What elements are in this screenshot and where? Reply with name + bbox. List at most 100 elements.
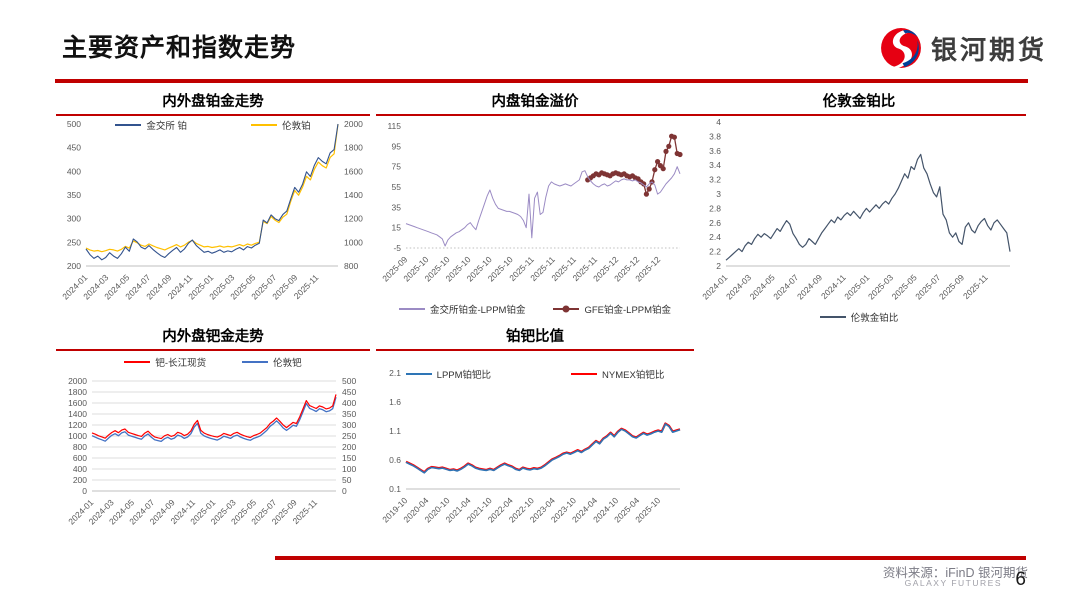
legend-line-swatch: [242, 360, 269, 364]
svg-text:2.6: 2.6: [709, 217, 721, 227]
page-number: 6: [1015, 569, 1026, 590]
svg-text:2025-07: 2025-07: [913, 272, 942, 301]
svg-text:400: 400: [67, 166, 81, 176]
svg-text:250: 250: [67, 237, 81, 247]
svg-text:450: 450: [342, 387, 356, 397]
svg-text:1600: 1600: [68, 398, 87, 408]
chart-card-gold-platinum-ratio: 伦敦金铂比 4 3.8 3.6 3.4 3.2 3 2.8 2.6 2.4 2.2 2 2024-01…: [692, 88, 1026, 330]
svg-text:250: 250: [342, 431, 356, 441]
svg-text:0: 0: [342, 486, 347, 496]
svg-text:600: 600: [73, 453, 87, 463]
svg-text:0.6: 0.6: [389, 455, 401, 465]
svg-text:2025-11: 2025-11: [961, 272, 990, 301]
svg-text:2024-07: 2024-07: [771, 272, 800, 301]
svg-text:1.1: 1.1: [389, 426, 401, 436]
chart-card-palladium-trend: 内外盘钯金走势 2000 1800 1600 1400 1200 1000 800 600 40…: [56, 323, 370, 541]
svg-text:35: 35: [392, 202, 402, 212]
legend-entry: 金交所铂金-LPPM铂金: [398, 302, 526, 316]
svg-text:800: 800: [73, 442, 87, 452]
svg-text:800: 800: [344, 261, 358, 271]
svg-text:2000: 2000: [68, 376, 87, 386]
svg-text:400: 400: [73, 464, 87, 474]
legend-label: NYMEX铂钯比: [602, 370, 665, 381]
chart-title-rule: [692, 114, 1026, 116]
chart-title-gold-platinum-ratio: 伦敦金铂比: [822, 94, 896, 110]
svg-text:3.6: 3.6: [709, 145, 721, 155]
legend-line-swatch: [405, 372, 432, 376]
footer-source-en: GALAXY FUTURES: [904, 578, 1002, 588]
svg-text:1800: 1800: [68, 387, 87, 397]
chart-legend: 钯-长江现货 伦敦钯: [56, 355, 370, 369]
svg-text:450: 450: [67, 142, 81, 152]
svg-text:350: 350: [342, 409, 356, 419]
palladium-trend-plot: 2000180016001400120010008006004002000500…: [66, 376, 356, 526]
svg-text:3.4: 3.4: [709, 160, 721, 170]
legend-label: 伦敦金铂比: [850, 313, 899, 324]
chart-card-platinum-premium: 内盘铂金溢价 115 95 75 55 35 15 -5 2025-09 2025-10 2025…: [376, 88, 694, 320]
svg-text:2.2: 2.2: [709, 246, 721, 256]
header-divider: [55, 79, 1028, 83]
chart-card-pt-pd-ratio: 铂钯比值 2.1 1.6 1.1 0.6 0.1 2019-10 2020-04 2020-1…: [376, 323, 694, 541]
chart-legend: 伦敦金铂比: [692, 310, 1026, 324]
legend-entry: GFE铂金-LPPM铂金: [553, 302, 671, 316]
svg-text:2.4: 2.4: [709, 232, 721, 242]
svg-text:500: 500: [342, 376, 356, 386]
svg-text:100: 100: [342, 464, 356, 474]
svg-text:15: 15: [392, 222, 402, 232]
footer-divider: [275, 556, 1026, 560]
legend-label: 伦敦铂: [282, 121, 311, 132]
svg-text:0.1: 0.1: [389, 484, 401, 494]
svg-text:1.6: 1.6: [389, 397, 401, 407]
svg-text:2: 2: [716, 261, 721, 271]
legend-line-swatch: [819, 315, 846, 319]
logo-text: 银河期货: [931, 34, 1048, 65]
legend-label: LPPM铂钯比: [436, 370, 492, 381]
svg-text:2.1: 2.1: [389, 368, 401, 378]
legend-entry: 伦敦钯: [242, 355, 302, 369]
svg-text:55: 55: [392, 182, 402, 192]
svg-text:1600: 1600: [344, 166, 363, 176]
svg-text:300: 300: [342, 420, 356, 430]
svg-text:350: 350: [67, 190, 81, 200]
chart-title-rule: [376, 349, 694, 351]
legend-line-swatch: [553, 305, 580, 313]
pt-pd-ratio-plot: 2.11.61.10.60.12019-102020-042020-102021…: [380, 368, 681, 524]
legend-label: 伦敦钯: [273, 358, 302, 369]
svg-text:2024-09: 2024-09: [795, 272, 824, 301]
legend-entry: 伦敦金铂比: [819, 310, 899, 324]
footer-source: 资料来源：iFinD 银河期货: [882, 566, 1028, 580]
svg-text:1400: 1400: [344, 190, 363, 200]
legend-entry: NYMEX铂钯比: [571, 367, 664, 381]
galaxy-futures-logo: 银河期货: [880, 27, 1047, 69]
svg-text:3.8: 3.8: [709, 131, 721, 141]
svg-text:75: 75: [392, 161, 402, 171]
svg-text:2025-05: 2025-05: [890, 272, 919, 301]
legend-line-swatch: [124, 360, 151, 364]
svg-text:4: 4: [716, 117, 721, 127]
svg-text:200: 200: [342, 442, 356, 452]
svg-text:50: 50: [342, 475, 352, 485]
chart-title-platinum-premium: 内盘铂金溢价: [491, 94, 579, 110]
chart-title-rule: [56, 349, 370, 351]
svg-text:2025-09: 2025-09: [937, 272, 966, 301]
legend-entry: 伦敦铂: [251, 118, 311, 132]
legend-line-swatch: [251, 123, 278, 127]
chart-title-pt-pd-ratio: 铂钯比值: [506, 329, 564, 345]
legend-line-swatch: [115, 123, 142, 127]
svg-text:1200: 1200: [68, 420, 87, 430]
legend-label: 金交所铂金-LPPM铂金: [429, 305, 526, 316]
legend-label: GFE铂金-LPPM铂金: [584, 305, 672, 316]
chart-card-platinum-trend: 内外盘铂金走势 500 450 400 350 300 250 200 2000 1800 160…: [56, 88, 370, 320]
page-title: 主要资产和指数走势: [62, 34, 297, 62]
svg-text:1800: 1800: [344, 142, 363, 152]
legend-label: 金交所 铂: [146, 121, 188, 132]
svg-text:2024-05: 2024-05: [748, 272, 777, 301]
svg-text:400: 400: [342, 398, 356, 408]
chart-legend: 金交所铂金-LPPM铂金 GFE铂金-LPPM铂金: [376, 302, 694, 316]
svg-text:1400: 1400: [68, 409, 87, 419]
svg-text:0: 0: [82, 486, 87, 496]
svg-text:300: 300: [67, 213, 81, 223]
svg-text:1200: 1200: [344, 213, 363, 223]
galaxy-logo-icon: [880, 27, 922, 69]
